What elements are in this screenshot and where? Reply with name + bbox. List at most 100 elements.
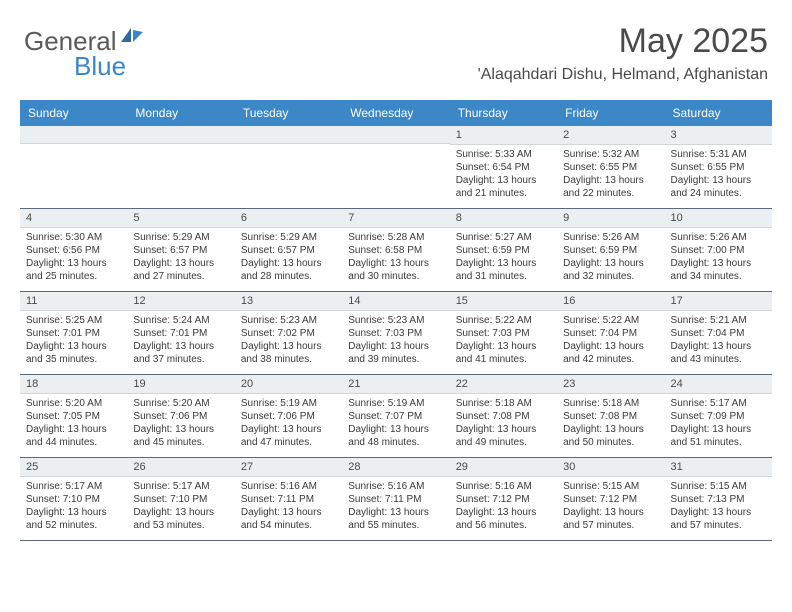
day-details: Sunrise: 5:29 AMSunset: 6:57 PMDaylight:… xyxy=(235,228,342,288)
calendar-week: 1Sunrise: 5:33 AMSunset: 6:54 PMDaylight… xyxy=(20,126,772,209)
sunrise-line: Sunrise: 5:23 AM xyxy=(348,314,443,327)
day-details: Sunrise: 5:23 AMSunset: 7:03 PMDaylight:… xyxy=(342,311,449,371)
daylight-line: Daylight: 13 hours and 52 minutes. xyxy=(26,506,121,532)
sunset-line: Sunset: 6:55 PM xyxy=(671,161,766,174)
day-number: 31 xyxy=(665,458,772,477)
day-details: Sunrise: 5:22 AMSunset: 7:04 PMDaylight:… xyxy=(557,311,664,371)
calendar-day xyxy=(342,126,449,208)
sunrise-line: Sunrise: 5:19 AM xyxy=(241,397,336,410)
calendar-day: 30Sunrise: 5:15 AMSunset: 7:12 PMDayligh… xyxy=(557,458,664,540)
day-number: 24 xyxy=(665,375,772,394)
weekday-header: Thursday xyxy=(450,100,557,126)
calendar-week: 25Sunrise: 5:17 AMSunset: 7:10 PMDayligh… xyxy=(20,458,772,541)
sunset-line: Sunset: 7:09 PM xyxy=(671,410,766,423)
calendar-grid: SundayMondayTuesdayWednesdayThursdayFrid… xyxy=(20,100,772,541)
sunrise-line: Sunrise: 5:24 AM xyxy=(133,314,228,327)
calendar-week: 11Sunrise: 5:25 AMSunset: 7:01 PMDayligh… xyxy=(20,292,772,375)
sunrise-line: Sunrise: 5:23 AM xyxy=(241,314,336,327)
sunrise-line: Sunrise: 5:22 AM xyxy=(456,314,551,327)
calendar-day: 7Sunrise: 5:28 AMSunset: 6:58 PMDaylight… xyxy=(342,209,449,291)
weekday-header: Wednesday xyxy=(342,100,449,126)
calendar-day: 3Sunrise: 5:31 AMSunset: 6:55 PMDaylight… xyxy=(665,126,772,208)
sunset-line: Sunset: 7:11 PM xyxy=(241,493,336,506)
day-details: Sunrise: 5:20 AMSunset: 7:05 PMDaylight:… xyxy=(20,394,127,454)
sunset-line: Sunset: 7:03 PM xyxy=(456,327,551,340)
day-number: 6 xyxy=(235,209,342,228)
sunset-line: Sunset: 7:01 PM xyxy=(26,327,121,340)
day-number: 20 xyxy=(235,375,342,394)
sunrise-line: Sunrise: 5:26 AM xyxy=(671,231,766,244)
day-details: Sunrise: 5:23 AMSunset: 7:02 PMDaylight:… xyxy=(235,311,342,371)
sunrise-line: Sunrise: 5:29 AM xyxy=(133,231,228,244)
sunset-line: Sunset: 6:54 PM xyxy=(456,161,551,174)
day-details: Sunrise: 5:19 AMSunset: 7:06 PMDaylight:… xyxy=(235,394,342,454)
calendar-day: 12Sunrise: 5:24 AMSunset: 7:01 PMDayligh… xyxy=(127,292,234,374)
sunset-line: Sunset: 7:04 PM xyxy=(563,327,658,340)
daylight-line: Daylight: 13 hours and 44 minutes. xyxy=(26,423,121,449)
day-details: Sunrise: 5:30 AMSunset: 6:56 PMDaylight:… xyxy=(20,228,127,288)
day-number: 26 xyxy=(127,458,234,477)
sunset-line: Sunset: 7:03 PM xyxy=(348,327,443,340)
daylight-line: Daylight: 13 hours and 21 minutes. xyxy=(456,174,551,200)
day-number: 5 xyxy=(127,209,234,228)
day-details: Sunrise: 5:16 AMSunset: 7:12 PMDaylight:… xyxy=(450,477,557,537)
sunset-line: Sunset: 7:08 PM xyxy=(563,410,658,423)
sunset-line: Sunset: 7:07 PM xyxy=(348,410,443,423)
day-details: Sunrise: 5:26 AMSunset: 6:59 PMDaylight:… xyxy=(557,228,664,288)
daylight-line: Daylight: 13 hours and 43 minutes. xyxy=(671,340,766,366)
daylight-line: Daylight: 13 hours and 34 minutes. xyxy=(671,257,766,283)
daylight-line: Daylight: 13 hours and 28 minutes. xyxy=(241,257,336,283)
calendar-header-row: SundayMondayTuesdayWednesdayThursdayFrid… xyxy=(20,100,772,126)
daylight-line: Daylight: 13 hours and 55 minutes. xyxy=(348,506,443,532)
day-details: Sunrise: 5:16 AMSunset: 7:11 PMDaylight:… xyxy=(235,477,342,537)
sunrise-line: Sunrise: 5:19 AM xyxy=(348,397,443,410)
sunrise-line: Sunrise: 5:21 AM xyxy=(671,314,766,327)
sunset-line: Sunset: 7:11 PM xyxy=(348,493,443,506)
day-details: Sunrise: 5:31 AMSunset: 6:55 PMDaylight:… xyxy=(665,145,772,205)
calendar-day: 25Sunrise: 5:17 AMSunset: 7:10 PMDayligh… xyxy=(20,458,127,540)
calendar-day: 18Sunrise: 5:20 AMSunset: 7:05 PMDayligh… xyxy=(20,375,127,457)
sunrise-line: Sunrise: 5:32 AM xyxy=(563,148,658,161)
daylight-line: Daylight: 13 hours and 48 minutes. xyxy=(348,423,443,449)
sunset-line: Sunset: 6:56 PM xyxy=(26,244,121,257)
sunset-line: Sunset: 7:04 PM xyxy=(671,327,766,340)
day-details: Sunrise: 5:28 AMSunset: 6:58 PMDaylight:… xyxy=(342,228,449,288)
day-number: 12 xyxy=(127,292,234,311)
daylight-line: Daylight: 13 hours and 54 minutes. xyxy=(241,506,336,532)
day-number xyxy=(342,126,449,144)
sunrise-line: Sunrise: 5:29 AM xyxy=(241,231,336,244)
daylight-line: Daylight: 13 hours and 37 minutes. xyxy=(133,340,228,366)
day-number: 29 xyxy=(450,458,557,477)
sunrise-line: Sunrise: 5:17 AM xyxy=(26,480,121,493)
sunrise-line: Sunrise: 5:25 AM xyxy=(26,314,121,327)
day-number: 2 xyxy=(557,126,664,145)
sunrise-line: Sunrise: 5:18 AM xyxy=(456,397,551,410)
daylight-line: Daylight: 13 hours and 45 minutes. xyxy=(133,423,228,449)
location-subtitle: 'Alaqahdari Dishu, Helmand, Afghanistan xyxy=(478,66,768,84)
day-details: Sunrise: 5:25 AMSunset: 7:01 PMDaylight:… xyxy=(20,311,127,371)
calendar-day: 9Sunrise: 5:26 AMSunset: 6:59 PMDaylight… xyxy=(557,209,664,291)
calendar-day: 17Sunrise: 5:21 AMSunset: 7:04 PMDayligh… xyxy=(665,292,772,374)
day-number: 25 xyxy=(20,458,127,477)
calendar-day: 6Sunrise: 5:29 AMSunset: 6:57 PMDaylight… xyxy=(235,209,342,291)
calendar-day: 11Sunrise: 5:25 AMSunset: 7:01 PMDayligh… xyxy=(20,292,127,374)
day-details: Sunrise: 5:17 AMSunset: 7:10 PMDaylight:… xyxy=(127,477,234,537)
day-details: Sunrise: 5:18 AMSunset: 7:08 PMDaylight:… xyxy=(557,394,664,454)
daylight-line: Daylight: 13 hours and 51 minutes. xyxy=(671,423,766,449)
day-number: 8 xyxy=(450,209,557,228)
day-number: 13 xyxy=(235,292,342,311)
day-details: Sunrise: 5:19 AMSunset: 7:07 PMDaylight:… xyxy=(342,394,449,454)
day-number: 1 xyxy=(450,126,557,145)
calendar-day: 20Sunrise: 5:19 AMSunset: 7:06 PMDayligh… xyxy=(235,375,342,457)
daylight-line: Daylight: 13 hours and 32 minutes. xyxy=(563,257,658,283)
sunset-line: Sunset: 7:12 PM xyxy=(456,493,551,506)
sunset-line: Sunset: 6:59 PM xyxy=(456,244,551,257)
weekday-header: Monday xyxy=(127,100,234,126)
daylight-line: Daylight: 13 hours and 50 minutes. xyxy=(563,423,658,449)
day-number: 15 xyxy=(450,292,557,311)
day-number: 3 xyxy=(665,126,772,145)
sunrise-line: Sunrise: 5:22 AM xyxy=(563,314,658,327)
day-details: Sunrise: 5:22 AMSunset: 7:03 PMDaylight:… xyxy=(450,311,557,371)
calendar-day: 8Sunrise: 5:27 AMSunset: 6:59 PMDaylight… xyxy=(450,209,557,291)
day-details: Sunrise: 5:17 AMSunset: 7:09 PMDaylight:… xyxy=(665,394,772,454)
